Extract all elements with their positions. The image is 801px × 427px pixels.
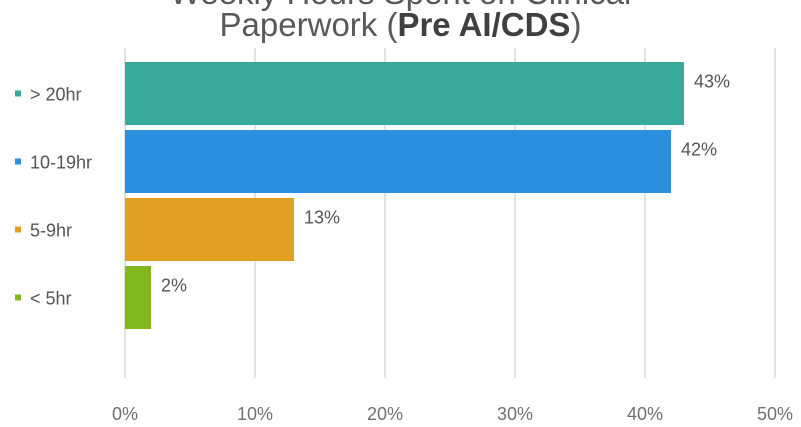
category-marker-3 xyxy=(15,294,21,301)
chart-title-closing: ) xyxy=(570,6,582,43)
x-tick-label-4: 40% xyxy=(627,404,663,424)
x-tick-label-5: 50% xyxy=(757,404,793,424)
chart-title: Paperwork (Pre AI/CDS) xyxy=(0,6,801,44)
data-label-3: 2% xyxy=(161,276,187,296)
chart-title-bold: Pre AI/CDS xyxy=(397,6,571,43)
x-tick-label-2: 20% xyxy=(367,404,403,424)
category-marker-0 xyxy=(15,90,21,97)
category-marker-1 xyxy=(15,158,21,165)
category-marker-2 xyxy=(15,226,21,233)
category-label-0: > 20hr xyxy=(30,85,82,105)
bar-1 xyxy=(125,130,671,193)
data-label-2: 13% xyxy=(304,208,340,228)
chart-title-cutoff-line: Weekly Hours Spent on Clinical xyxy=(0,0,801,14)
data-label-1: 42% xyxy=(681,140,717,160)
category-label-1: 10-19hr xyxy=(30,153,92,173)
bar-2 xyxy=(125,198,294,261)
bar-0 xyxy=(125,62,684,125)
category-label-2: 5-9hr xyxy=(30,221,72,241)
bar-3 xyxy=(125,266,151,329)
x-tick-label-1: 10% xyxy=(237,404,273,424)
chart-title-regular: Paperwork ( xyxy=(219,6,398,43)
x-tick-label-0: 0% xyxy=(112,404,138,424)
data-label-0: 43% xyxy=(694,72,730,92)
category-label-3: < 5hr xyxy=(30,289,72,309)
x-tick-label-3: 30% xyxy=(497,404,533,424)
